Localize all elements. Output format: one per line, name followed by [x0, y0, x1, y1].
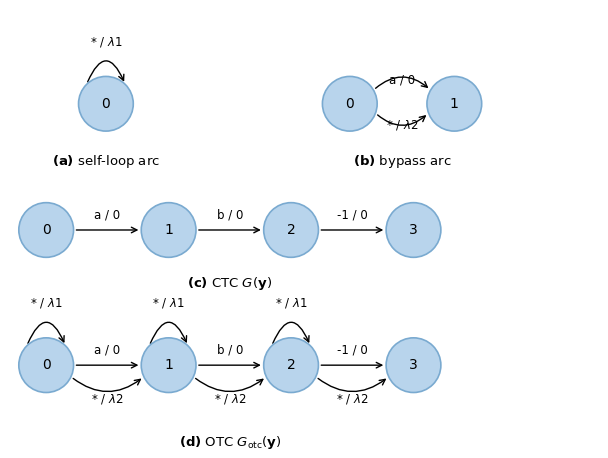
- Circle shape: [19, 338, 74, 393]
- Text: $*$ / $\lambda$1: $*$ / $\lambda$1: [275, 296, 308, 310]
- Text: $\mathbf{(b)}$ bypass arc: $\mathbf{(b)}$ bypass arc: [353, 153, 451, 170]
- Text: $*$ / $\lambda$2: $*$ / $\lambda$2: [91, 392, 123, 406]
- Text: $\mathbf{(a)}$ self-loop arc: $\mathbf{(a)}$ self-loop arc: [52, 153, 160, 170]
- Circle shape: [386, 202, 441, 257]
- Text: a / 0: a / 0: [389, 74, 415, 87]
- Text: 0: 0: [102, 97, 110, 111]
- FancyArrowPatch shape: [273, 322, 309, 344]
- Text: b / 0: b / 0: [216, 208, 243, 221]
- FancyArrowPatch shape: [150, 322, 187, 344]
- Text: $\mathbf{(d)}$ OTC $G_{\mathrm{otc}}$($\mathbf{y}$): $\mathbf{(d)}$ OTC $G_{\mathrm{otc}}$($\…: [179, 434, 281, 451]
- Circle shape: [427, 76, 482, 131]
- Text: 0: 0: [42, 223, 50, 237]
- Text: -1 / 0: -1 / 0: [337, 343, 368, 356]
- Circle shape: [141, 202, 196, 257]
- Text: 3: 3: [409, 358, 418, 372]
- Text: $*$ / $\lambda$2: $*$ / $\lambda$2: [213, 392, 246, 406]
- Text: b / 0: b / 0: [216, 343, 243, 356]
- FancyArrowPatch shape: [28, 322, 64, 344]
- Text: a / 0: a / 0: [94, 343, 120, 356]
- Text: $\mathbf{(c)}$ CTC $G$($\mathbf{y}$): $\mathbf{(c)}$ CTC $G$($\mathbf{y}$): [187, 275, 272, 292]
- Text: 2: 2: [287, 358, 295, 372]
- Text: 0: 0: [42, 358, 50, 372]
- Text: -1 / 0: -1 / 0: [337, 208, 368, 221]
- Circle shape: [78, 76, 133, 131]
- Circle shape: [386, 338, 441, 393]
- Text: a / 0: a / 0: [94, 208, 120, 221]
- Circle shape: [264, 202, 319, 257]
- Text: 1: 1: [164, 358, 173, 372]
- FancyArrowPatch shape: [88, 61, 124, 82]
- Text: 3: 3: [409, 223, 418, 237]
- Text: $*$ / $\lambda$1: $*$ / $\lambda$1: [153, 296, 185, 310]
- Text: $*$ / $\lambda$1: $*$ / $\lambda$1: [89, 35, 122, 49]
- Text: 1: 1: [450, 97, 459, 111]
- Text: 2: 2: [287, 223, 295, 237]
- Circle shape: [19, 202, 74, 257]
- Circle shape: [322, 76, 377, 131]
- Text: $*$ / $\lambda$2: $*$ / $\lambda$2: [336, 392, 368, 406]
- Text: $*$ / $\lambda$2: $*$ / $\lambda$2: [385, 118, 418, 132]
- Text: 1: 1: [164, 223, 173, 237]
- Text: 0: 0: [345, 97, 354, 111]
- Circle shape: [141, 338, 196, 393]
- Circle shape: [264, 338, 319, 393]
- Text: $*$ / $\lambda$1: $*$ / $\lambda$1: [30, 296, 63, 310]
